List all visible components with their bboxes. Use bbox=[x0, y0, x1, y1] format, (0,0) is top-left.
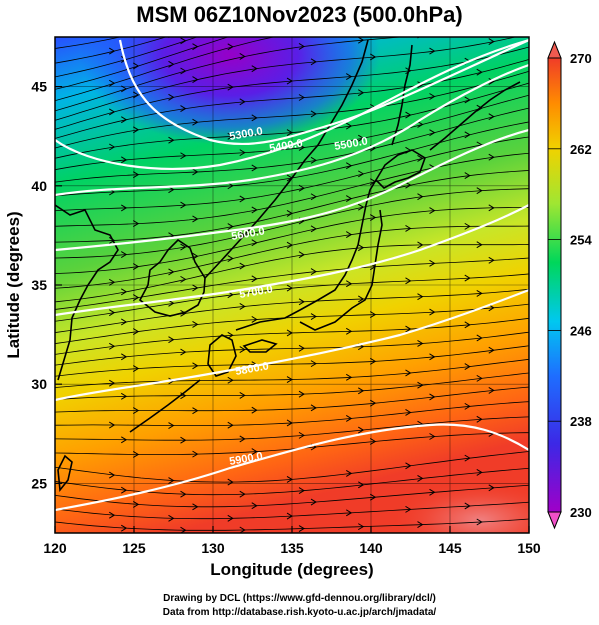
y-tick-label: 35 bbox=[31, 277, 47, 293]
warm-core bbox=[390, 480, 529, 533]
y-tick-label: 40 bbox=[31, 178, 47, 194]
colorbar-label: 254 bbox=[570, 233, 592, 248]
height-contours bbox=[55, 38, 529, 512]
colorbar-label: 262 bbox=[570, 142, 592, 157]
y-tick-label: 25 bbox=[31, 475, 47, 491]
credit-dcl: Drawing by DCL (https://www.gfd-dennou.o… bbox=[163, 593, 436, 604]
contour-label: 5800.0 bbox=[234, 360, 269, 378]
y-tick-label: 30 bbox=[31, 376, 47, 392]
contour-label: 5900.0 bbox=[228, 450, 263, 468]
colorbar-label: 246 bbox=[570, 323, 592, 338]
colorbar-label: 230 bbox=[570, 505, 592, 520]
contour-labels: 5300.0 5400.0 5500.0 5600.0 5700.0 5800.0 5900… bbox=[228, 125, 368, 468]
contour-label: 5700.0 bbox=[238, 283, 273, 301]
x-tick-label: 150 bbox=[517, 540, 541, 556]
colorbar-label: 270 bbox=[570, 51, 592, 66]
colorbar: 270 262 254 246 238 230 bbox=[547, 40, 592, 530]
contour-label: 5300.0 bbox=[228, 125, 263, 143]
credits: Drawing by DCL (https://www.gfd-dennou.o… bbox=[0, 592, 599, 620]
wind-streamlines bbox=[55, 37, 529, 533]
contour-label: 5400.0 bbox=[268, 137, 303, 155]
x-tick-label: 120 bbox=[43, 540, 67, 556]
y-tick-label: 45 bbox=[31, 79, 47, 95]
contour-label: 5500.0 bbox=[333, 135, 368, 153]
x-axis-ticks: 120 125 130 135 140 145 150 bbox=[43, 526, 541, 556]
y-axis-label: Latitude (degrees) bbox=[4, 211, 23, 358]
contour-label: 5600.0 bbox=[230, 225, 265, 243]
x-tick-label: 140 bbox=[359, 540, 383, 556]
x-tick-label: 135 bbox=[280, 540, 304, 556]
map-title: MSM 06Z10Nov2023 (500.0hPa) bbox=[136, 2, 463, 27]
grid-lines bbox=[55, 37, 529, 533]
coastlines bbox=[55, 39, 521, 493]
y-axis-ticks: 25 30 35 40 45 bbox=[31, 79, 62, 491]
x-tick-label: 145 bbox=[438, 540, 462, 556]
cold-core bbox=[80, 37, 380, 145]
x-axis-label: Longitude (degrees) bbox=[210, 560, 373, 579]
x-tick-label: 125 bbox=[122, 540, 146, 556]
x-tick-label: 130 bbox=[201, 540, 225, 556]
credit-data: Data from http://database.rish.kyoto-u.a… bbox=[162, 607, 437, 618]
colorbar-label: 238 bbox=[570, 414, 592, 429]
